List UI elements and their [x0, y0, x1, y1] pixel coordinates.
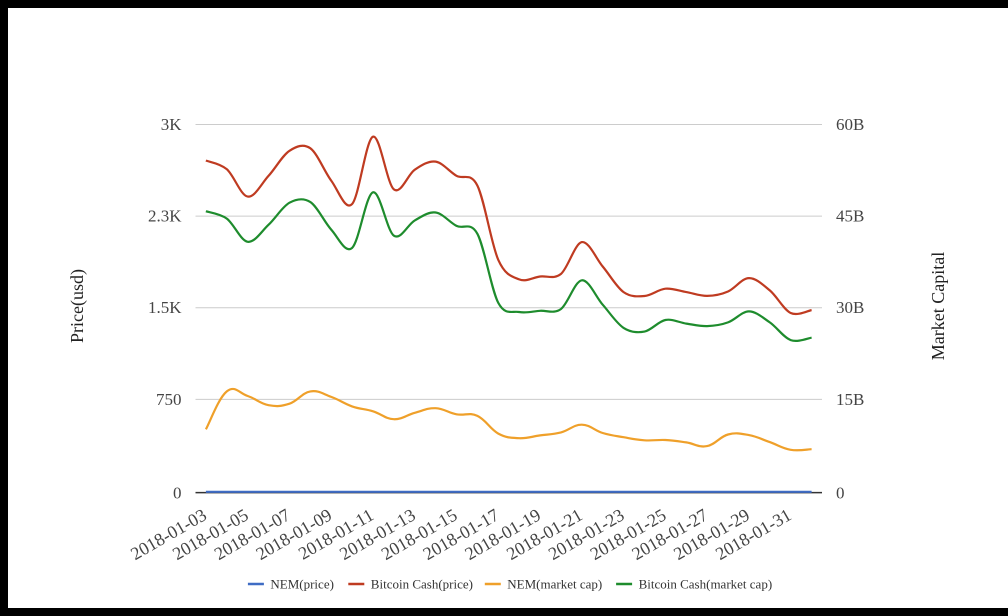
svg-text:45B: 45B	[836, 207, 864, 226]
svg-text:3K: 3K	[161, 115, 183, 134]
svg-text:NEM(price): NEM(price)	[270, 577, 334, 592]
svg-text:60B: 60B	[836, 115, 864, 134]
svg-text:1.5K: 1.5K	[148, 298, 182, 317]
svg-text:750: 750	[156, 390, 182, 409]
svg-text:Bitcoin Cash(market cap): Bitcoin Cash(market cap)	[639, 577, 773, 592]
svg-text:15B: 15B	[836, 390, 864, 409]
svg-text:NEM(market cap): NEM(market cap)	[507, 577, 602, 592]
svg-text:Bitcoin Cash(price): Bitcoin Cash(price)	[371, 577, 473, 592]
svg-text:Price(usd): Price(usd)	[67, 269, 88, 343]
svg-text:2.3K: 2.3K	[148, 207, 182, 226]
svg-text:30B: 30B	[836, 298, 864, 317]
svg-text:0: 0	[836, 484, 845, 503]
svg-text:0: 0	[173, 484, 182, 503]
svg-text:Market Capital: Market Capital	[928, 252, 948, 360]
